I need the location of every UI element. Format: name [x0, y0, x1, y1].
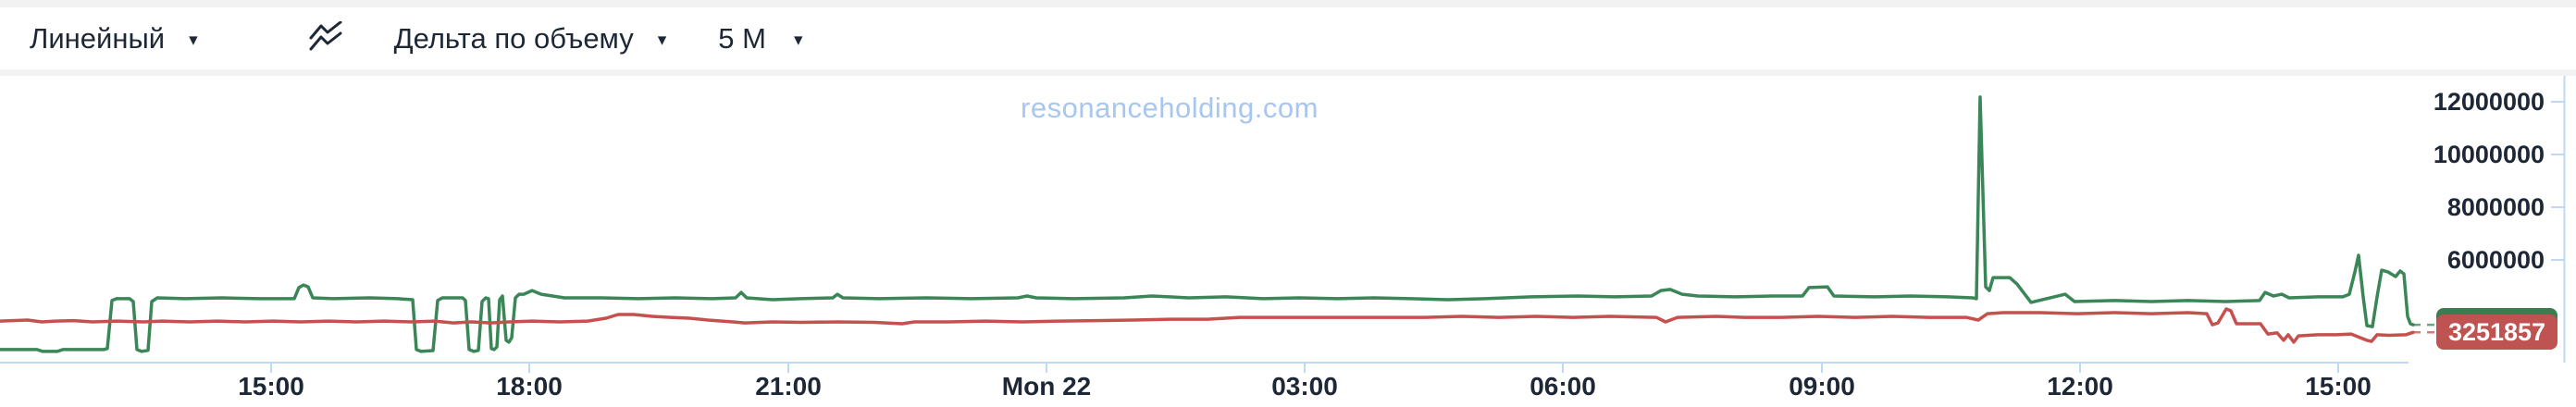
- x-tick-label: Mon 22: [1001, 372, 1092, 401]
- chart-type-label: Линейный: [30, 21, 166, 55]
- timeframe-label: 5 M: [718, 21, 766, 55]
- chevron-down-icon: ▾: [657, 31, 667, 50]
- indicators-button[interactable]: [307, 20, 346, 56]
- indicator-select-button[interactable]: Дельта по объему ▾: [394, 22, 667, 56]
- toolbar-divider: [0, 69, 2576, 76]
- indicator-label: Дельта по объему: [393, 21, 634, 55]
- timeframe-button[interactable]: 5 M ▾: [718, 22, 802, 56]
- red-last-value-badge: 3251857: [2436, 314, 2557, 351]
- y-tick-label: 10000000: [2433, 141, 2545, 168]
- x-tick-label: 09:00: [1789, 372, 1855, 401]
- x-tick-label: 12:00: [2047, 372, 2113, 401]
- x-tick-label: 18:00: [496, 372, 563, 401]
- x-tick-label: 21:00: [755, 372, 822, 401]
- chart-plot-area[interactable]: [0, 76, 2576, 407]
- top-border: [0, 0, 2576, 7]
- chart-toolbar: Линейный ▾ Дельта по объему ▾ 5 M ▾: [0, 7, 2576, 69]
- x-tick-label: 03:00: [1271, 372, 1338, 401]
- trend-lines-icon: [307, 20, 346, 56]
- x-tick-label: 15:00: [238, 372, 304, 401]
- chart-type-button[interactable]: Линейный ▾: [30, 22, 198, 56]
- chevron-down-icon: ▾: [189, 31, 198, 50]
- chevron-down-icon: ▾: [793, 31, 803, 50]
- red-last-value-text: 3251857: [2447, 317, 2546, 346]
- y-tick-label: 8000000: [2446, 193, 2545, 221]
- x-tick-label: 15:00: [2305, 372, 2372, 401]
- y-tick-label: 6000000: [2446, 246, 2545, 274]
- x-tick-label: 06:00: [1530, 372, 1596, 401]
- y-tick-label: 12000000: [2433, 88, 2545, 116]
